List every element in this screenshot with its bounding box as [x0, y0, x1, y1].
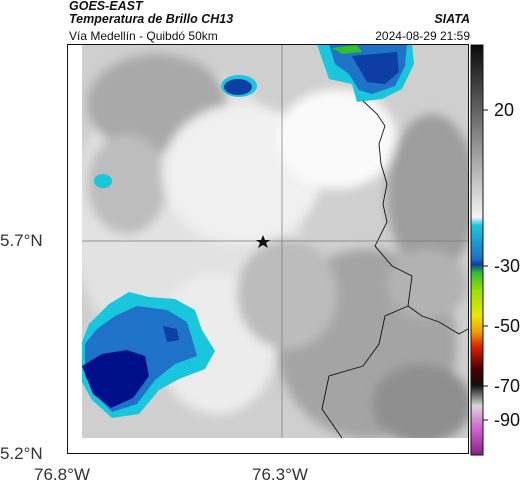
colorbar-tick-label: -30 [494, 256, 521, 276]
colorbar [470, 44, 488, 456]
lat-tick-label: 5.2°N [0, 444, 43, 463]
colorbar-tick-marks [483, 109, 488, 421]
satellite-title: GOES-EAST [69, 0, 143, 13]
cold-cloud-top-southwest [82, 292, 215, 418]
organization-label: SIATA [434, 12, 470, 26]
map-frame [67, 44, 469, 454]
colorbar-tick-label: 20 [494, 100, 515, 120]
lon-tick-label: 76.8°W [34, 465, 90, 484]
datetime-label: 2024-08-29 21:59 [375, 29, 470, 43]
lon-tick-label: 76.3°W [252, 465, 308, 484]
colorbar-tick-label: -90 [494, 410, 521, 430]
cold-cloud-top-west-small [94, 174, 112, 188]
colorbar-tick-label: -50 [494, 316, 521, 336]
location-subtitle: Vía Medellín - Quibdó 50km [69, 29, 218, 43]
colorbar-tick-label: -70 [494, 376, 521, 396]
coastline-border [321, 100, 468, 438]
satellite-map [67, 44, 469, 454]
brightness-temperature-field [82, 44, 468, 438]
location-star-marker [256, 235, 270, 248]
cold-cloud-top-north-small [221, 75, 257, 97]
cold-cloud-top-northeast [317, 44, 414, 102]
lat-tick-label: 5.7°N [0, 231, 43, 250]
product-title: Temperatura de Brillo CH13 [69, 12, 234, 26]
